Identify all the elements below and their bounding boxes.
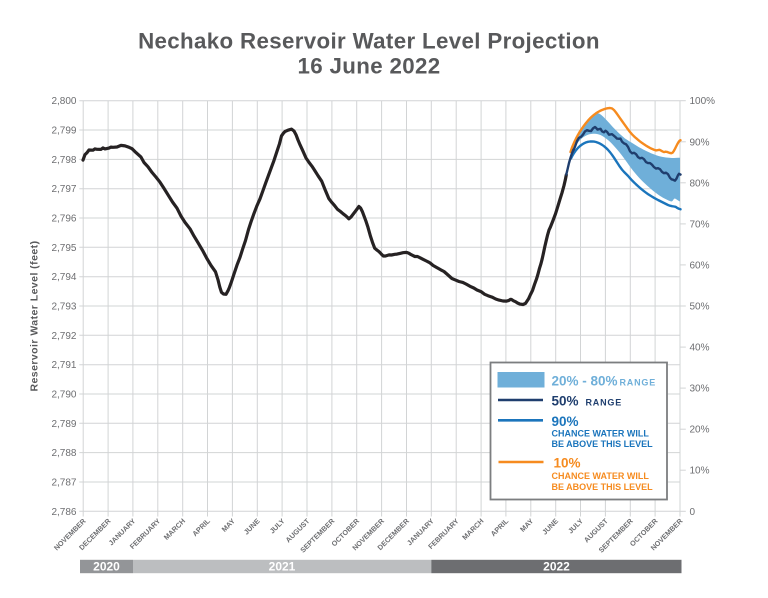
svg-text:CHANCE WATER WILL: CHANCE WATER WILL: [552, 429, 650, 439]
svg-text:100%: 100%: [690, 96, 716, 107]
svg-text:2,799: 2,799: [51, 126, 76, 137]
svg-text:30%: 30%: [690, 384, 710, 395]
svg-text:70%: 70%: [690, 219, 710, 230]
svg-text:20% - 80%: 20% - 80%: [552, 373, 618, 388]
svg-text:2020: 2020: [93, 560, 120, 574]
svg-text:BE ABOVE THIS LEVEL: BE ABOVE THIS LEVEL: [552, 439, 654, 449]
svg-text:40%: 40%: [690, 343, 710, 354]
svg-text:RANGE: RANGE: [586, 398, 623, 408]
svg-text:2,791: 2,791: [51, 360, 76, 371]
svg-text:0: 0: [690, 507, 696, 518]
svg-text:2022: 2022: [543, 560, 570, 574]
svg-text:16 June 2022: 16 June 2022: [297, 54, 440, 79]
svg-text:90%: 90%: [552, 414, 579, 429]
svg-text:10%: 10%: [554, 456, 581, 471]
svg-text:Nechako Reservoir Water Level: Nechako Reservoir Water Level Projection: [138, 29, 600, 54]
svg-text:2,797: 2,797: [51, 184, 76, 195]
svg-text:20%: 20%: [690, 425, 710, 436]
svg-text:2,787: 2,787: [51, 478, 76, 489]
svg-text:10%: 10%: [690, 466, 710, 477]
svg-text:2,798: 2,798: [51, 155, 76, 166]
svg-text:2,790: 2,790: [51, 390, 76, 401]
svg-text:2,793: 2,793: [51, 302, 76, 313]
svg-text:2,796: 2,796: [51, 214, 76, 225]
svg-text:CHANCE WATER WILL: CHANCE WATER WILL: [552, 471, 650, 481]
svg-text:2021: 2021: [269, 560, 296, 574]
svg-text:2,786: 2,786: [51, 507, 76, 518]
svg-text:2,794: 2,794: [51, 272, 76, 283]
svg-text:50%: 50%: [552, 394, 579, 409]
svg-text:2,792: 2,792: [51, 331, 76, 342]
svg-text:90%: 90%: [690, 137, 710, 148]
svg-text:60%: 60%: [690, 260, 710, 271]
svg-text:2,788: 2,788: [51, 448, 76, 459]
svg-text:RANGE: RANGE: [620, 377, 657, 387]
svg-text:Reservoir Water Level (feet): Reservoir Water Level (feet): [29, 240, 41, 391]
svg-text:2,789: 2,789: [51, 419, 76, 430]
svg-text:80%: 80%: [690, 178, 710, 189]
svg-text:2,800: 2,800: [51, 96, 76, 107]
svg-text:2,795: 2,795: [51, 243, 76, 254]
svg-text:50%: 50%: [690, 302, 710, 313]
svg-text:BE ABOVE THIS LEVEL: BE ABOVE THIS LEVEL: [552, 482, 654, 492]
